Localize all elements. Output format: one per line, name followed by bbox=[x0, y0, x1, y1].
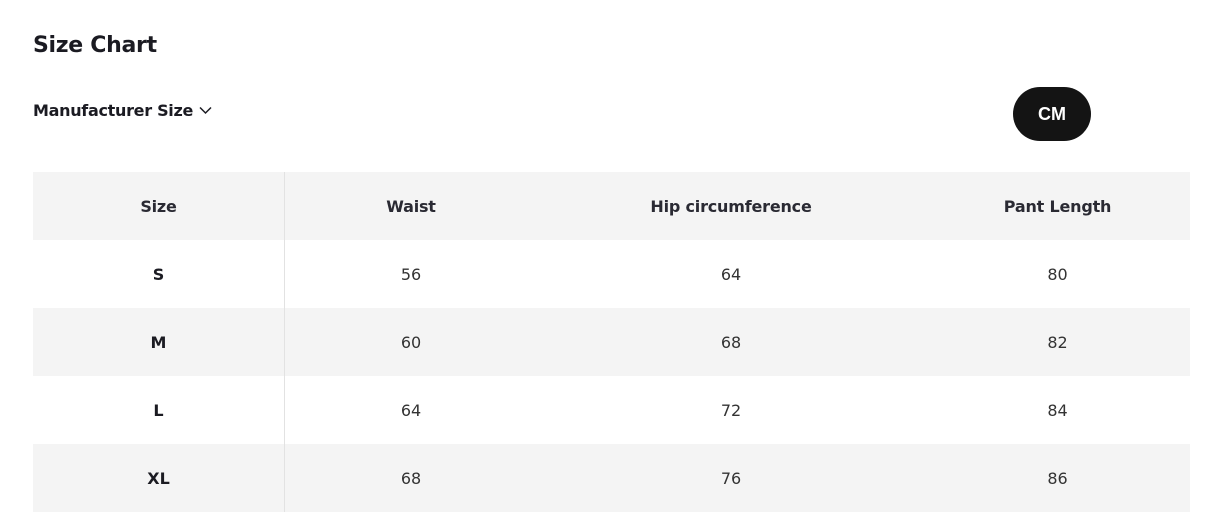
chevron-down-icon bbox=[199, 106, 212, 115]
cell-waist: 64 bbox=[400, 400, 422, 420]
table-row: XL 68 76 86 bbox=[33, 444, 1190, 512]
cell-size: XL bbox=[33, 444, 285, 512]
table-row: M 60 68 82 bbox=[33, 308, 1190, 376]
cell-pant-length: 80 bbox=[1047, 264, 1068, 284]
table-row: L 64 72 84 bbox=[33, 376, 1190, 444]
cell-size: M bbox=[33, 308, 285, 376]
cell-waist: 68 bbox=[400, 468, 422, 488]
cell-size: L bbox=[33, 376, 285, 444]
cell-waist: 60 bbox=[400, 332, 422, 352]
cell-hip: 76 bbox=[720, 468, 742, 488]
header-size: Size bbox=[33, 172, 285, 240]
page-title: Size Chart bbox=[33, 33, 157, 58]
header-pant-length: Pant Length bbox=[1003, 196, 1112, 216]
size-table: Size Waist Hip circumference Pant Length… bbox=[33, 172, 1190, 512]
cell-pant-length: 84 bbox=[1047, 400, 1068, 420]
cell-hip: 68 bbox=[720, 332, 742, 352]
cell-hip: 72 bbox=[720, 400, 742, 420]
unit-cm-button[interactable]: CM bbox=[1013, 87, 1091, 141]
manufacturer-size-dropdown[interactable]: Manufacturer Size bbox=[33, 101, 212, 120]
cell-hip: 64 bbox=[720, 264, 742, 284]
header-hip: Hip circumference bbox=[650, 196, 812, 216]
cell-pant-length: 82 bbox=[1047, 332, 1068, 352]
cell-pant-length: 86 bbox=[1047, 468, 1068, 488]
dropdown-label: Manufacturer Size bbox=[33, 101, 194, 120]
table-header-row: Size Waist Hip circumference Pant Length bbox=[33, 172, 1190, 240]
table-row: S 56 64 80 bbox=[33, 240, 1190, 308]
cell-waist: 56 bbox=[400, 264, 422, 284]
cell-size: S bbox=[33, 240, 285, 308]
header-waist: Waist bbox=[386, 196, 436, 216]
